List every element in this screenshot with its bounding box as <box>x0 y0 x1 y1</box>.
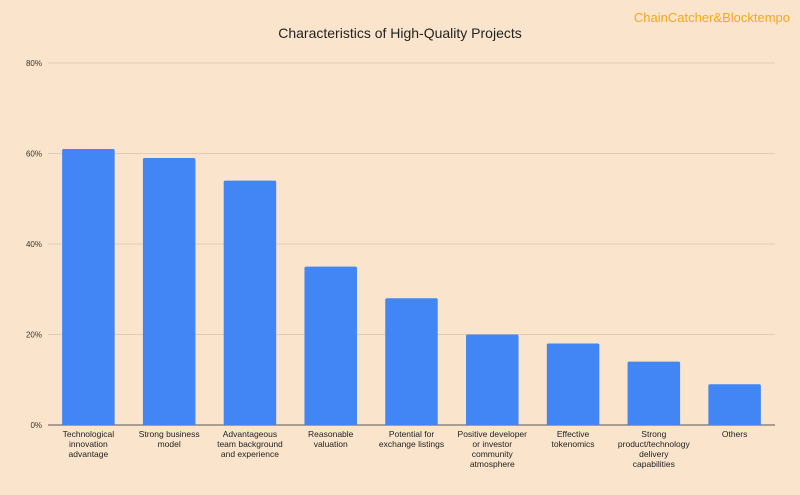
x-category-label: Potential for exchange listings <box>379 429 444 449</box>
chart-title: Characteristics of High-Quality Projects <box>278 25 522 41</box>
x-category-label: Advantageous team background and experienc… <box>217 429 283 459</box>
y-tick-label: 0% <box>30 421 42 430</box>
bar <box>466 334 519 425</box>
y-tick-label: 20% <box>26 331 42 340</box>
y-axis-ticks: 0% 20% 40% 60% 80% <box>26 59 42 430</box>
bar <box>304 266 357 425</box>
bar <box>62 148 115 425</box>
bar <box>223 180 277 425</box>
bar <box>627 361 681 425</box>
bar <box>546 343 600 425</box>
bar <box>385 298 438 425</box>
y-tick-label: 80% <box>26 59 42 68</box>
x-category-label: Strong product/technology delivery capabili… <box>618 429 691 469</box>
x-category-label: Technological innovation advantage <box>63 429 115 459</box>
x-axis-labels: Technological innovation advantage Strong b… <box>63 429 748 469</box>
x-category-label: Reasonable valuation <box>308 429 354 449</box>
bars <box>62 148 761 425</box>
x-category-label: Positive developer or investor community at… <box>458 429 528 469</box>
y-tick-label: 60% <box>26 150 42 159</box>
x-category-label: Effective tokenomics <box>552 429 595 449</box>
x-category-label: Others <box>722 429 748 439</box>
x-category-label: Strong business model <box>139 429 200 449</box>
bar <box>142 158 196 425</box>
y-tick-label: 40% <box>26 240 42 249</box>
bar <box>708 384 761 425</box>
brand-watermark: ChainCatcher&Blocktempo <box>634 10 790 25</box>
